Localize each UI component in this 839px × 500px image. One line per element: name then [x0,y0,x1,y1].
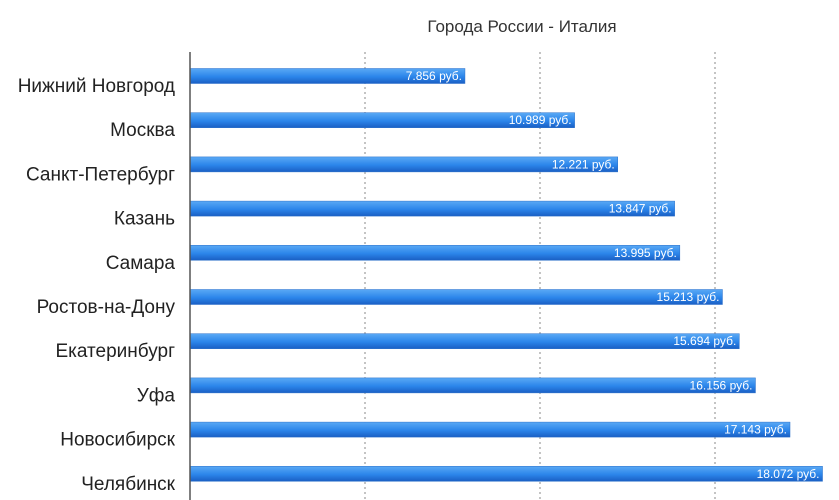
bar [189,421,791,438]
bars [189,68,823,482]
data-label: 13.995 руб. [614,246,677,260]
category-label: Челябинск [81,474,175,495]
data-label: 18.072 руб. [757,467,820,481]
bar [189,466,823,482]
bar [189,200,675,217]
bar [189,333,740,349]
category-label: Нижний Новгород [18,76,175,97]
bar [189,377,756,394]
data-label: 12.221 руб. [552,157,615,171]
category-label: Санкт-Петербург [26,164,175,185]
chart-title: Города России - Италия [427,17,616,36]
category-label: Новосибирск [60,430,175,451]
data-label: 15.213 руб. [657,290,720,304]
category-label: Казань [114,209,175,230]
bar [189,245,681,261]
data-label: 7.856 руб. [406,69,462,83]
data-label: 17.143 руб. [724,423,787,437]
data-label: 10.989 руб. [509,113,572,127]
category-labels: Нижний Новгород Москва Санкт-Петербург Каза… [18,76,176,495]
data-label: 16.156 руб. [690,378,753,392]
data-label: 15.694 руб. [673,334,736,348]
bar [189,289,723,305]
category-label: Самара [106,253,176,274]
data-label: 13.847 руб. [609,202,672,216]
category-label: Екатеринбург [55,341,175,362]
data-labels: 7.856 руб. 10.989 руб. 12.221 руб. 13.847 р… [406,69,820,481]
category-label: Москва [110,120,175,141]
category-label: Ростов-на-Дону [37,297,176,318]
category-label: Уфа [137,385,176,406]
